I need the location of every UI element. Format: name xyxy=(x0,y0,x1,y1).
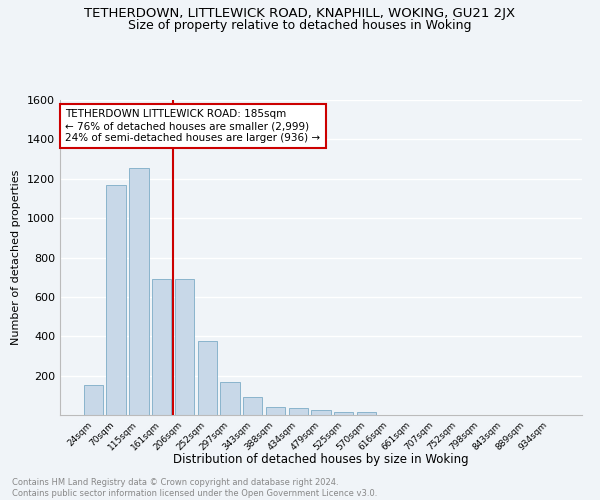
Text: TETHERDOWN, LITTLEWICK ROAD, KNAPHILL, WOKING, GU21 2JX: TETHERDOWN, LITTLEWICK ROAD, KNAPHILL, W… xyxy=(85,8,515,20)
Text: Size of property relative to detached houses in Woking: Size of property relative to detached ho… xyxy=(128,19,472,32)
Text: TETHERDOWN LITTLEWICK ROAD: 185sqm
← 76% of detached houses are smaller (2,999)
: TETHERDOWN LITTLEWICK ROAD: 185sqm ← 76%… xyxy=(65,110,320,142)
Bar xyxy=(152,279,172,415)
Bar xyxy=(197,341,217,415)
Bar xyxy=(175,279,194,415)
Bar xyxy=(84,386,103,415)
Y-axis label: Number of detached properties: Number of detached properties xyxy=(11,170,22,345)
Text: Contains HM Land Registry data © Crown copyright and database right 2024.
Contai: Contains HM Land Registry data © Crown c… xyxy=(12,478,377,498)
Bar xyxy=(220,382,239,415)
Bar xyxy=(243,398,262,415)
Bar xyxy=(129,168,149,415)
Text: Distribution of detached houses by size in Woking: Distribution of detached houses by size … xyxy=(173,452,469,466)
Bar xyxy=(289,408,308,415)
Bar xyxy=(357,412,376,415)
Bar xyxy=(311,410,331,415)
Bar xyxy=(334,412,353,415)
Bar xyxy=(266,407,285,415)
Bar xyxy=(106,184,126,415)
